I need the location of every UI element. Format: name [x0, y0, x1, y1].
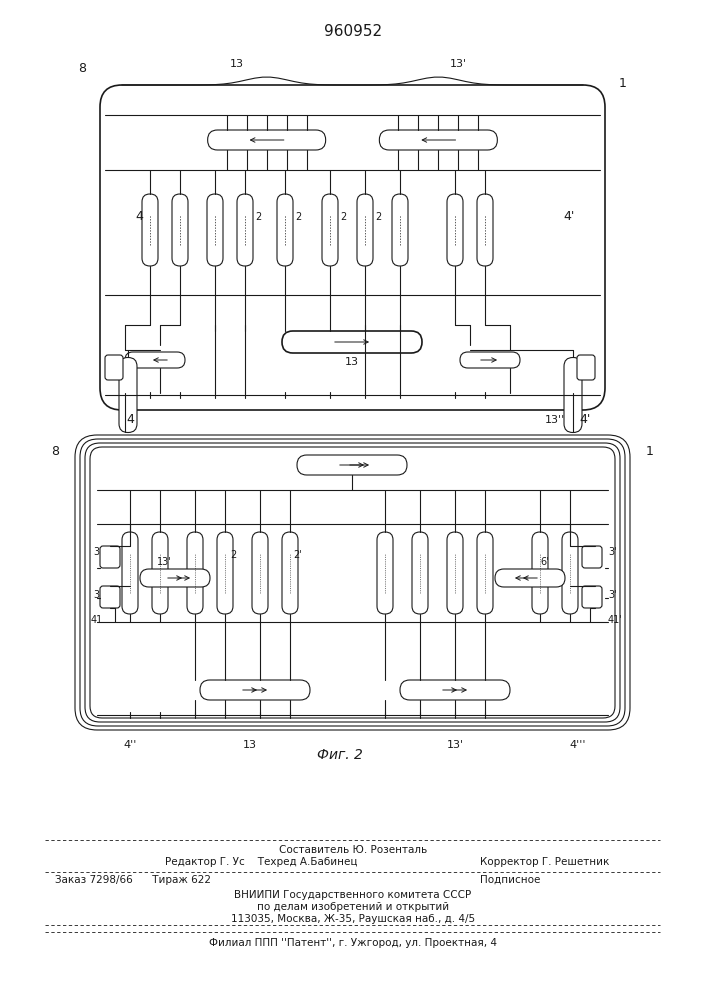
Text: 8: 8: [78, 62, 86, 75]
FancyBboxPatch shape: [447, 194, 463, 266]
FancyBboxPatch shape: [105, 355, 123, 380]
FancyBboxPatch shape: [460, 352, 520, 368]
FancyBboxPatch shape: [187, 532, 203, 614]
Text: Редактор Г. Ус    Техред А.Бабинец: Редактор Г. Ус Техред А.Бабинец: [165, 857, 358, 867]
Text: 4'': 4'': [123, 740, 136, 750]
Text: 2: 2: [230, 550, 236, 560]
FancyBboxPatch shape: [277, 194, 293, 266]
Text: 4: 4: [126, 413, 134, 426]
Text: 13: 13: [345, 357, 359, 367]
Text: 2': 2': [293, 550, 302, 560]
FancyBboxPatch shape: [207, 194, 223, 266]
Text: Корректор Г. Решетник: Корректор Г. Решетник: [480, 857, 609, 867]
Text: 3: 3: [93, 547, 99, 557]
Text: 3: 3: [93, 590, 99, 600]
FancyBboxPatch shape: [562, 532, 578, 614]
Text: 13': 13': [446, 740, 464, 750]
FancyBboxPatch shape: [237, 194, 253, 266]
Text: 2: 2: [295, 212, 301, 222]
FancyBboxPatch shape: [357, 194, 373, 266]
FancyBboxPatch shape: [392, 194, 408, 266]
Text: 4': 4': [579, 413, 590, 426]
FancyBboxPatch shape: [322, 194, 338, 266]
Text: 960952: 960952: [324, 24, 382, 39]
FancyBboxPatch shape: [477, 532, 493, 614]
FancyBboxPatch shape: [412, 532, 428, 614]
Text: 13'': 13'': [545, 415, 565, 425]
FancyBboxPatch shape: [577, 355, 595, 380]
Text: Подписное: Подписное: [480, 875, 540, 885]
Text: 113035, Москва, Ж-35, Раушская наб., д. 4/5: 113035, Москва, Ж-35, Раушская наб., д. …: [231, 914, 475, 924]
FancyBboxPatch shape: [495, 569, 565, 587]
FancyBboxPatch shape: [100, 586, 120, 608]
Text: 6': 6': [540, 557, 549, 567]
FancyBboxPatch shape: [582, 586, 602, 608]
Text: 13: 13: [243, 740, 257, 750]
Text: 1: 1: [619, 77, 627, 90]
Text: 4''': 4''': [570, 740, 586, 750]
FancyBboxPatch shape: [282, 532, 298, 614]
Text: 1: 1: [646, 445, 654, 458]
FancyBboxPatch shape: [297, 455, 407, 475]
Text: Филиал ППП ''Патент'', г. Ужгород, ул. Проектная, 4: Филиал ППП ''Патент'', г. Ужгород, ул. П…: [209, 938, 497, 948]
FancyBboxPatch shape: [217, 532, 233, 614]
FancyBboxPatch shape: [208, 130, 326, 150]
FancyBboxPatch shape: [380, 130, 497, 150]
Text: ВНИИПИ Государственного комитета СССР: ВНИИПИ Государственного комитета СССР: [235, 890, 472, 900]
Text: 8: 8: [51, 445, 59, 458]
Text: по делам изобретений и открытий: по делам изобретений и открытий: [257, 902, 449, 912]
Text: Составитель Ю. Розенталь: Составитель Ю. Розенталь: [279, 845, 427, 855]
Text: 13': 13': [157, 557, 172, 567]
FancyBboxPatch shape: [142, 194, 158, 266]
Text: 2: 2: [340, 212, 346, 222]
Text: 3': 3': [608, 547, 617, 557]
FancyBboxPatch shape: [564, 358, 582, 432]
FancyBboxPatch shape: [172, 194, 188, 266]
FancyBboxPatch shape: [400, 680, 510, 700]
FancyBboxPatch shape: [377, 532, 393, 614]
Text: 13': 13': [450, 59, 467, 69]
Text: 4: 4: [135, 210, 143, 223]
FancyBboxPatch shape: [140, 569, 210, 587]
Text: 4': 4': [563, 210, 574, 223]
FancyBboxPatch shape: [532, 532, 548, 614]
FancyBboxPatch shape: [122, 532, 138, 614]
Text: 3': 3': [608, 590, 617, 600]
Text: Фиг. 2: Фиг. 2: [317, 748, 363, 762]
FancyBboxPatch shape: [477, 194, 493, 266]
FancyBboxPatch shape: [282, 331, 422, 353]
Text: 2: 2: [255, 212, 262, 222]
Text: 41': 41': [608, 615, 623, 625]
FancyBboxPatch shape: [100, 546, 120, 568]
Text: Заказ 7298/66      Тираж 622: Заказ 7298/66 Тираж 622: [55, 875, 211, 885]
FancyBboxPatch shape: [447, 532, 463, 614]
FancyBboxPatch shape: [252, 532, 268, 614]
Text: 41: 41: [91, 615, 103, 625]
FancyBboxPatch shape: [200, 680, 310, 700]
FancyBboxPatch shape: [119, 358, 137, 432]
Text: 2: 2: [375, 212, 381, 222]
FancyBboxPatch shape: [125, 352, 185, 368]
FancyBboxPatch shape: [582, 546, 602, 568]
Text: 13: 13: [230, 59, 244, 69]
FancyBboxPatch shape: [152, 532, 168, 614]
